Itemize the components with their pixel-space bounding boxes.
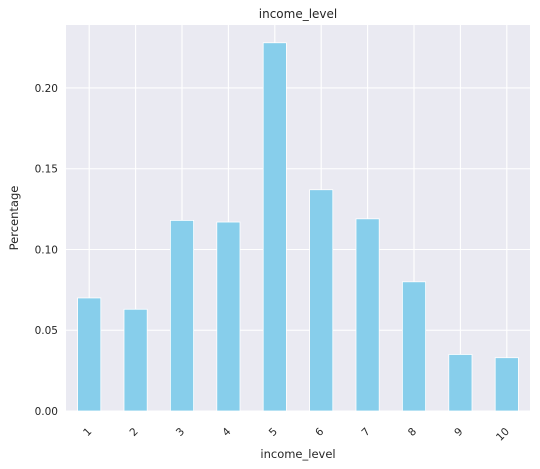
y-tick-label: 0.15 xyxy=(35,164,58,176)
x-tick-label: 3 xyxy=(174,426,187,439)
x-axis-label: income_level xyxy=(260,447,335,461)
bar-4 xyxy=(216,221,241,412)
x-tick-label: 8 xyxy=(406,426,419,439)
x-tick-label: 4 xyxy=(220,425,233,438)
x-tick-label: 2 xyxy=(128,426,141,439)
x-tick-label: 9 xyxy=(452,426,465,439)
y-tick-labels: 0.00 0.05 0.10 0.15 0.20 xyxy=(35,83,58,418)
x-tick-label: 5 xyxy=(267,426,280,439)
y-tick-label: 0.20 xyxy=(35,83,58,95)
y-tick-label: 0.00 xyxy=(35,406,58,418)
chart-title: income_level xyxy=(259,7,338,21)
x-tick-labels: 1 2 3 4 5 6 7 8 9 10 xyxy=(81,425,512,443)
bar-1 xyxy=(77,297,102,412)
x-tick-label: 10 xyxy=(494,426,512,444)
bar-10 xyxy=(494,357,519,412)
y-tick-label: 0.05 xyxy=(35,325,58,337)
y-axis-label: Percentage xyxy=(7,186,21,251)
bar-3 xyxy=(169,220,194,412)
y-tick-label: 0.10 xyxy=(35,244,58,256)
x-tick-label: 7 xyxy=(360,426,373,439)
bars xyxy=(77,42,519,412)
x-tick-label: 6 xyxy=(313,425,326,438)
bar-7 xyxy=(355,218,380,412)
bar-9 xyxy=(448,354,473,412)
bar-2 xyxy=(123,308,148,412)
x-tick-label: 1 xyxy=(81,426,94,439)
bar-5 xyxy=(262,42,287,412)
bar-8 xyxy=(401,281,426,412)
bar-6 xyxy=(309,189,334,412)
